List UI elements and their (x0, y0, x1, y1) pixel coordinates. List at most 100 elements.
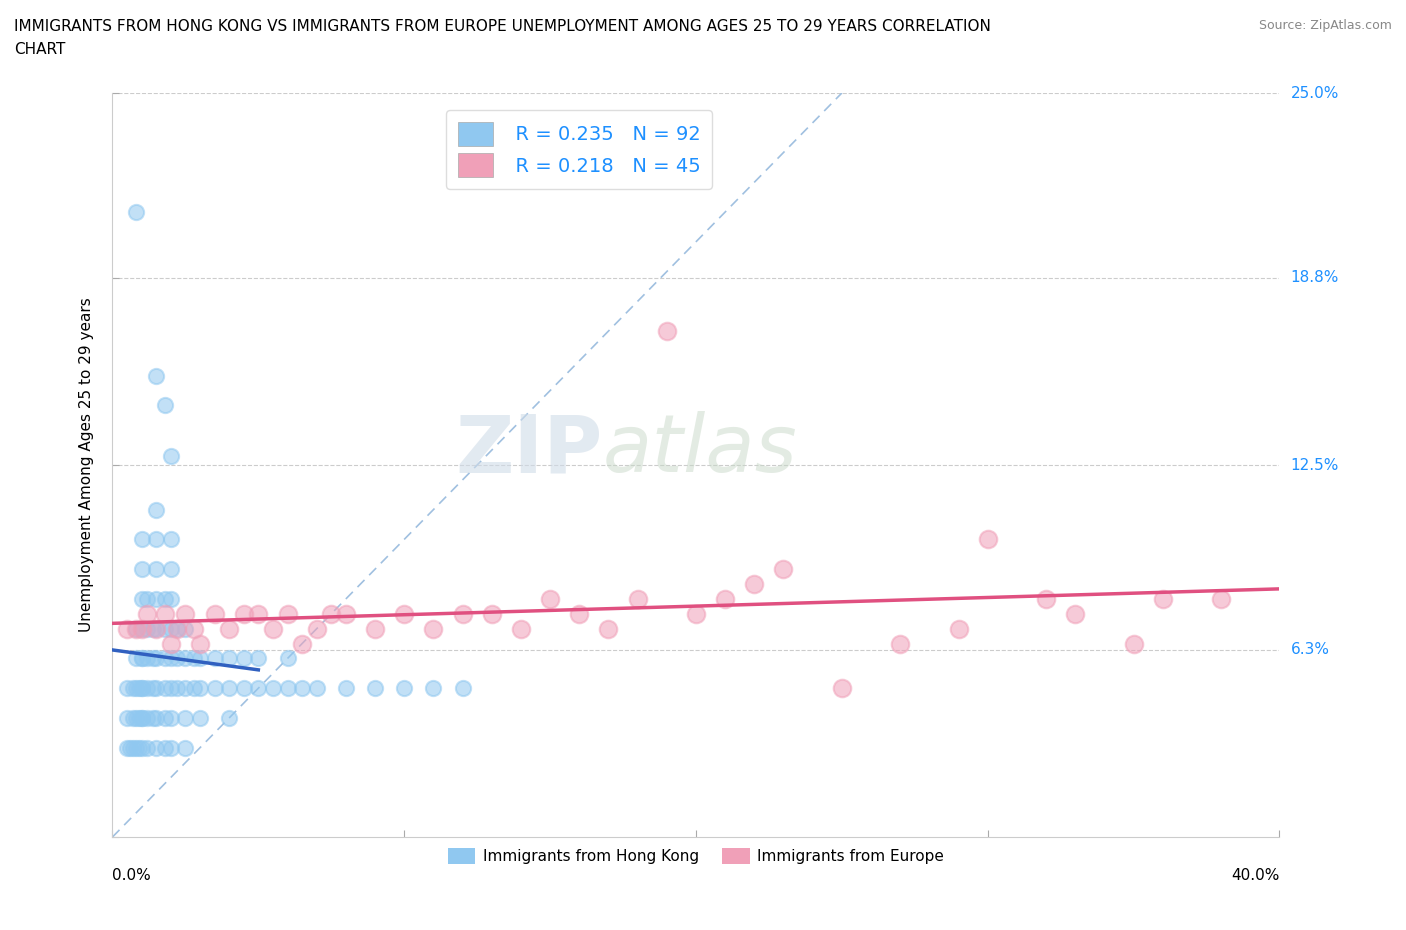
Point (174, 651, 197, 666)
Point (538, 591, 561, 606)
Point (247, 681, 270, 696)
Point (145, 368, 167, 383)
Point (1152, 591, 1174, 606)
Point (422, 681, 444, 696)
Point (125, 681, 148, 696)
Text: ZIP: ZIP (456, 411, 603, 489)
Point (204, 681, 226, 696)
Point (188, 651, 211, 666)
Point (153, 711, 176, 725)
Text: 25.0%: 25.0% (1291, 86, 1339, 100)
Point (451, 681, 474, 696)
Point (145, 621, 167, 636)
Point (131, 711, 153, 725)
Point (976, 532, 998, 547)
Point (218, 621, 240, 636)
Text: IMMIGRANTS FROM HONG KONG VS IMMIGRANTS FROM EUROPE UNEMPLOYMENT AMONG AGES 25 T: IMMIGRANTS FROM HONG KONG VS IMMIGRANTS … (14, 19, 991, 33)
Point (335, 606, 357, 621)
Point (160, 651, 183, 666)
Point (204, 606, 226, 621)
Point (160, 740, 183, 755)
Point (125, 205, 148, 219)
Point (153, 621, 176, 636)
Text: Source: ZipAtlas.com: Source: ZipAtlas.com (1258, 19, 1392, 32)
Point (160, 591, 183, 606)
Point (153, 398, 176, 413)
Point (125, 621, 148, 636)
Text: 6.3%: 6.3% (1291, 642, 1330, 657)
Point (174, 606, 197, 621)
Legend: Immigrants from Hong Kong, Immigrants from Europe: Immigrants from Hong Kong, Immigrants fr… (441, 842, 950, 870)
Point (153, 591, 176, 606)
Point (125, 711, 148, 725)
Point (321, 606, 343, 621)
Point (160, 636, 183, 651)
Point (364, 681, 387, 696)
Point (305, 621, 328, 636)
Point (394, 681, 416, 696)
Point (142, 621, 165, 636)
Point (232, 681, 254, 696)
Point (145, 740, 167, 755)
Point (131, 591, 153, 606)
Point (188, 711, 211, 725)
Point (276, 606, 298, 621)
Text: 40.0%: 40.0% (1232, 868, 1279, 883)
Point (160, 532, 183, 547)
Point (125, 621, 148, 636)
Point (509, 621, 531, 636)
Point (262, 621, 284, 636)
Point (204, 651, 226, 666)
Point (145, 591, 167, 606)
Point (174, 621, 197, 636)
Point (218, 711, 240, 725)
Point (142, 711, 165, 725)
Point (305, 681, 328, 696)
Point (232, 606, 254, 621)
Point (627, 591, 650, 606)
Point (131, 621, 153, 636)
Point (247, 606, 270, 621)
Point (136, 681, 159, 696)
Point (160, 562, 183, 577)
Point (122, 681, 145, 696)
Point (335, 681, 357, 696)
Point (153, 681, 176, 696)
Point (131, 532, 153, 547)
Text: CHART: CHART (14, 42, 66, 57)
Text: 18.8%: 18.8% (1291, 270, 1339, 285)
Point (136, 606, 159, 621)
Point (742, 577, 765, 591)
Point (122, 740, 145, 755)
Point (481, 606, 503, 621)
Point (153, 651, 176, 666)
Point (115, 621, 138, 636)
Point (160, 621, 183, 636)
Point (772, 562, 794, 577)
Point (291, 681, 314, 696)
Text: 12.5%: 12.5% (1291, 458, 1339, 472)
Point (166, 651, 188, 666)
Point (276, 651, 298, 666)
Point (188, 636, 211, 651)
Point (160, 711, 183, 725)
Point (948, 621, 970, 636)
Point (128, 711, 150, 725)
Point (889, 636, 911, 651)
Point (262, 681, 284, 696)
Point (131, 681, 153, 696)
Text: 0.0%: 0.0% (112, 868, 152, 883)
Point (142, 651, 165, 666)
Point (166, 621, 188, 636)
Point (160, 681, 183, 696)
Point (394, 606, 416, 621)
Point (1064, 606, 1087, 621)
Point (145, 681, 167, 696)
Point (183, 681, 205, 696)
Point (115, 711, 138, 725)
Point (188, 681, 211, 696)
Point (131, 711, 153, 725)
Point (364, 621, 387, 636)
Text: atlas: atlas (603, 411, 797, 489)
Point (655, 324, 678, 339)
